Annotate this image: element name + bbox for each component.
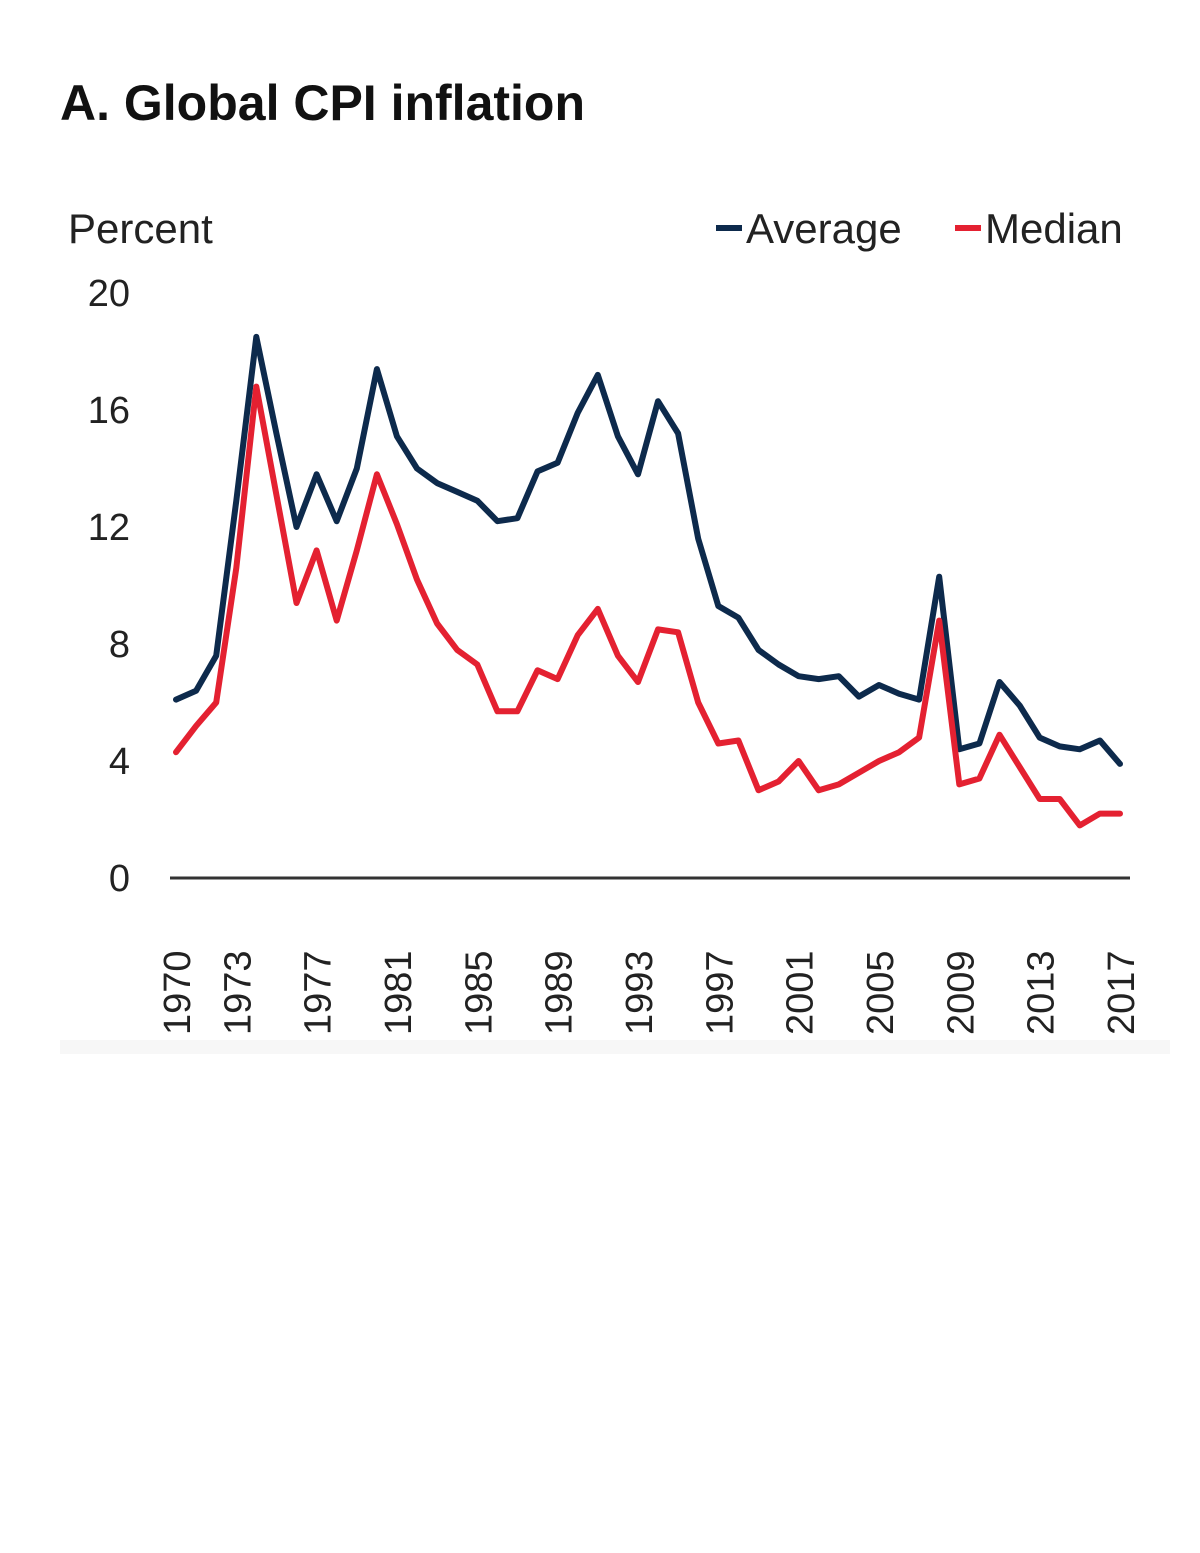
x-tick-label: 1997 (699, 950, 741, 1035)
x-tick-label: 1981 (378, 950, 420, 1035)
chart-title: A. Global CPI inflation (60, 75, 585, 131)
x-tick-label: 2001 (780, 950, 822, 1035)
x-tick-label: 1977 (298, 950, 340, 1035)
legend-label-average: Average (746, 205, 902, 252)
chart-container: A. Global CPI inflation Percent Average M… (60, 75, 1170, 1054)
legend-label-median: Median (985, 205, 1123, 252)
x-tick-label: 2017 (1101, 950, 1143, 1035)
series-lines (173, 333, 1123, 829)
series-line-median (173, 383, 1123, 829)
legend: Average Median (716, 205, 1123, 252)
x-tick-label: 2013 (1021, 950, 1063, 1035)
y-tick-label: 4 (109, 741, 130, 783)
y-axis-unit-label: Percent (68, 205, 213, 252)
bottom-fade-strip (60, 1040, 1170, 1054)
x-tick-label: 1985 (458, 950, 500, 1035)
y-axis-ticks: 0 4 8 12 16 20 (88, 273, 130, 900)
series-line-average (173, 333, 1123, 767)
x-tick-label: 1970 (157, 950, 199, 1035)
x-axis-ticks: 1970 1973 1977 1981 1985 1989 1993 1997 2001 2005… (157, 950, 1143, 1035)
y-tick-label: 12 (88, 507, 130, 549)
chart-svg: A. Global CPI inflation Percent Average M… (60, 75, 1170, 1054)
x-tick-label: 1993 (619, 950, 661, 1035)
y-tick-label: 8 (109, 624, 130, 666)
y-tick-label: 16 (88, 390, 130, 432)
x-tick-label: 2009 (940, 950, 982, 1035)
x-tick-label: 1973 (217, 950, 259, 1035)
y-tick-label: 20 (88, 273, 130, 315)
x-tick-label: 2005 (860, 950, 902, 1035)
x-tick-label: 1989 (539, 950, 581, 1035)
y-tick-label: 0 (109, 858, 130, 900)
